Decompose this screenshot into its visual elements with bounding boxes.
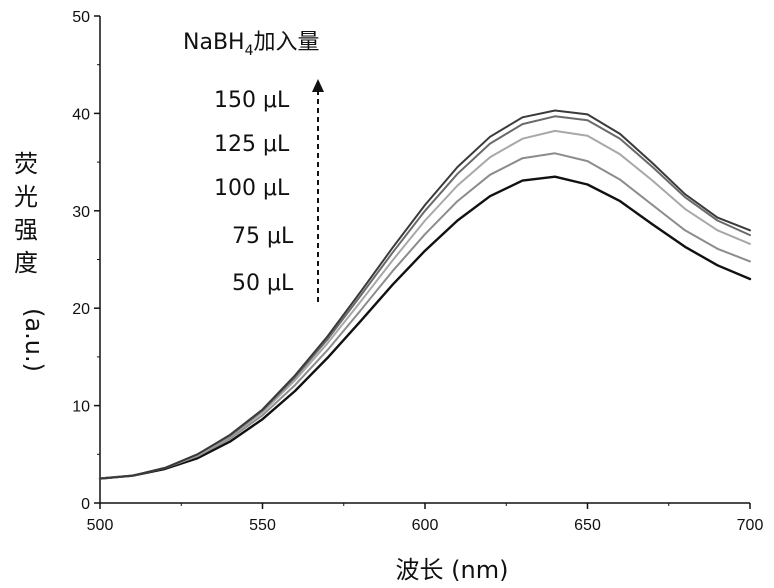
legend-entry-125: 125 μL [214,132,290,157]
fluorescence-chart: 500 550 600 650 700 0 10 20 30 40 50 NaBH4加入量 150 … [0,0,774,588]
x-tick-label: 500 [87,517,114,534]
series-layer [100,111,750,479]
x-tick-label: 650 [574,517,601,534]
y-tick-label: 10 [72,399,90,416]
ticks-layer: 500 550 600 650 700 0 10 20 30 40 50 [72,9,763,534]
x-tick-label: 700 [737,517,764,534]
series-line-75ul [100,153,750,478]
y-tick-label: 40 [72,106,90,123]
legend: NaBH4加入量 150 μL 125 μL 100 μL 75 μL 50 μ… [183,30,324,302]
y-axis-title-char-1: 荧 [14,150,38,178]
y-axis-title-char-3: 强 [14,216,38,244]
y-tick-label: 50 [72,9,90,26]
legend-entry-75: 75 μL [232,224,294,249]
legend-arrow-head [312,79,324,92]
series-line-125ul [100,116,750,478]
legend-title: NaBH4加入量 [183,30,320,59]
axes [100,16,750,503]
legend-entry-100: 100 μL [214,176,290,201]
x-tick-label: 550 [249,517,276,534]
y-tick-label: 20 [72,301,90,318]
y-axis-title: 荧 光 强 度 (a.u.) [14,150,48,372]
y-tick-label: 30 [72,204,90,221]
y-axis-title-char-2: 光 [14,183,38,211]
y-axis-title-unit: (a.u.) [20,308,48,372]
x-tick-label: 600 [412,517,439,534]
y-tick-label: 0 [81,496,90,513]
series-line-100ul [100,131,750,479]
y-axis-title-char-4: 度 [14,249,38,277]
x-axis-title: 波长 (nm) [396,556,509,584]
legend-entry-150: 150 μL [214,88,290,113]
legend-entry-50: 50 μL [232,271,294,296]
